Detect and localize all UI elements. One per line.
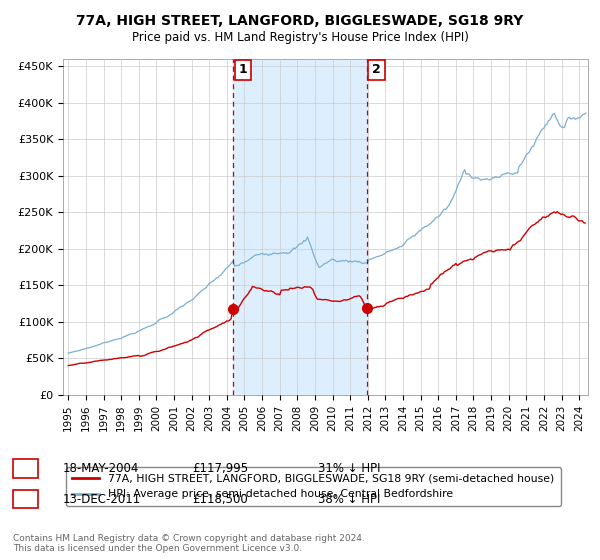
Text: 13-DEC-2011: 13-DEC-2011 — [63, 493, 141, 506]
Text: 2: 2 — [372, 63, 381, 76]
Text: £118,500: £118,500 — [192, 493, 248, 506]
Text: 31% ↓ HPI: 31% ↓ HPI — [318, 462, 380, 475]
Bar — [233, 59, 367, 395]
Text: £117,995: £117,995 — [192, 462, 248, 475]
Text: 77A, HIGH STREET, LANGFORD, BIGGLESWADE, SG18 9RY: 77A, HIGH STREET, LANGFORD, BIGGLESWADE,… — [76, 14, 524, 28]
Text: Contains HM Land Registry data © Crown copyright and database right 2024.
This d: Contains HM Land Registry data © Crown c… — [13, 534, 365, 553]
Legend: 77A, HIGH STREET, LANGFORD, BIGGLESWADE, SG18 9RY (semi-detached house), HPI: Av: 77A, HIGH STREET, LANGFORD, BIGGLESWADE,… — [66, 468, 561, 506]
Text: 18-MAY-2004: 18-MAY-2004 — [63, 462, 139, 475]
Text: 38% ↓ HPI: 38% ↓ HPI — [318, 493, 380, 506]
Text: Price paid vs. HM Land Registry's House Price Index (HPI): Price paid vs. HM Land Registry's House … — [131, 31, 469, 44]
Text: 2: 2 — [22, 493, 30, 506]
Text: 1: 1 — [22, 462, 30, 475]
Text: 1: 1 — [239, 63, 247, 76]
